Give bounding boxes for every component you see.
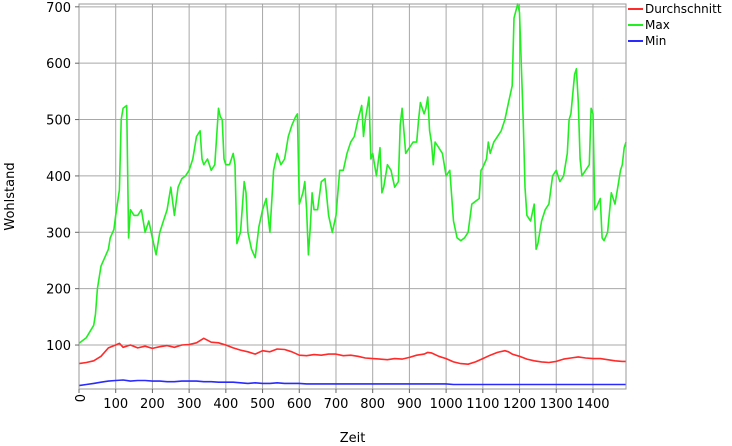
x-tick-label: 700: [324, 397, 349, 412]
y-axis: 100 200 300 400 500 600 700: [46, 1, 79, 354]
grid: [78, 4, 626, 389]
x-tick-label: 1100: [466, 397, 499, 412]
x-axis-label: Zeit: [340, 431, 366, 446]
x-tick-label: 200: [140, 397, 165, 412]
x-tick-label: 100: [103, 397, 128, 412]
y-tick-label: 200: [46, 283, 71, 298]
x-tick-label: 500: [250, 397, 275, 412]
y-tick-label: 700: [46, 1, 71, 16]
y-tick-label: 300: [46, 226, 71, 241]
x-tick-label: 600: [287, 397, 312, 412]
legend-label: Max: [645, 18, 670, 32]
series-line-max: [78, 3, 627, 344]
x-tick-label: 800: [360, 397, 385, 412]
legend-label: Durchschnitt: [645, 2, 722, 16]
x-tick-label: 1300: [540, 397, 573, 412]
plot-area: [79, 4, 626, 389]
y-tick-label: 400: [46, 170, 71, 185]
x-tick-label: 1400: [576, 397, 609, 412]
x-axis: 0 100 200 300 400 500 600 700 800 900 1000 1100 1200…: [71, 389, 610, 412]
y-axis-label: Wohlstand: [3, 162, 18, 230]
y-tick-label: 100: [46, 339, 71, 354]
series-line-durchschnitt: [78, 337, 626, 365]
x-tick-label: 900: [397, 397, 422, 412]
x-tick-label: 1000: [430, 397, 463, 412]
x-tick-label: 1200: [503, 397, 536, 412]
legend: Durchschnitt Max Min: [628, 2, 722, 48]
plot-border: [78, 3, 627, 390]
series-layer: [78, 3, 627, 387]
legend-label: Min: [645, 34, 666, 48]
x-tick-label: 400: [213, 397, 238, 412]
x-tick-label: 0: [71, 394, 86, 402]
series-line-min: [78, 379, 626, 387]
y-tick-label: 500: [46, 114, 71, 129]
y-tick-label: 600: [46, 57, 71, 72]
x-tick-label: 300: [177, 397, 202, 412]
